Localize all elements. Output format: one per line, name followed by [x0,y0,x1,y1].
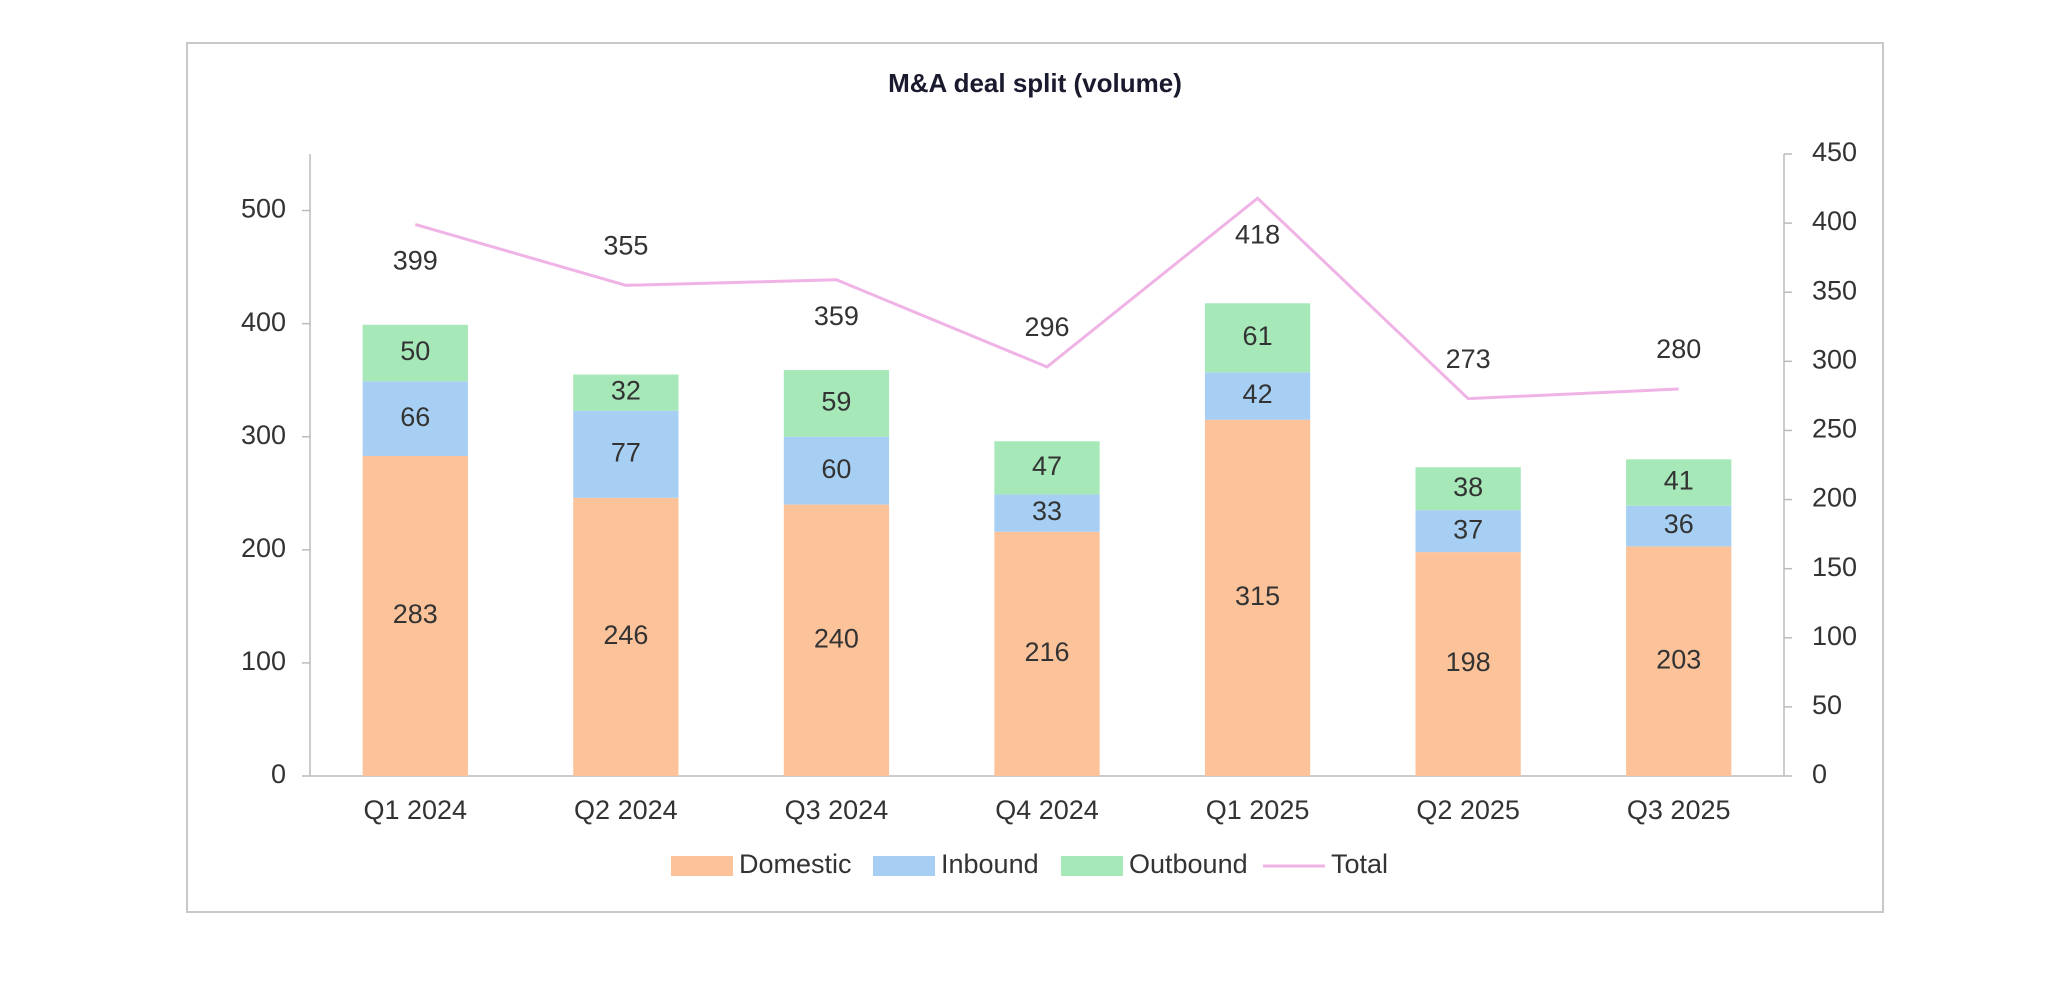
legend-label: Outbound [1129,849,1248,879]
data-label: 399 [393,246,438,276]
data-label: 41 [1664,466,1694,496]
bar-segment [1204,419,1311,776]
legend-swatch [1061,856,1123,876]
y2-tick-label: 450 [1812,137,1857,167]
bar-segment [362,381,468,456]
data-label: 198 [1446,647,1491,677]
legend-swatch [671,856,733,876]
x-tick-label: Q1 2024 [363,795,467,825]
bar-segment [1415,467,1521,511]
x-tick-label: Q1 2025 [1206,795,1310,825]
data-label: 32 [611,376,641,406]
data-label: 359 [814,301,859,331]
data-label: 47 [1032,451,1062,481]
y2-tick-label: 350 [1812,275,1857,305]
line [414,196,1679,401]
data-label: 203 [1656,644,1701,674]
data-label: 273 [1446,344,1491,374]
legend-label: Inbound [941,849,1039,879]
y2-tick-label: 300 [1812,344,1857,374]
data-label: 280 [1656,334,1701,364]
bar-segment [573,374,679,411]
bar-segment [362,324,468,382]
legend-swatch [873,856,935,876]
data-label: 296 [1024,312,1069,342]
bar-segment [994,441,1100,495]
legend-label: Domestic [739,849,852,879]
data-label: 60 [821,454,851,484]
y-tick-label: 200 [241,533,286,563]
bar-segment [994,531,1100,776]
y2-tick-label: 200 [1812,483,1857,513]
data-label: 37 [1453,514,1483,544]
legend-label: Total [1331,849,1388,879]
data-label: 315 [1235,581,1280,611]
bar-segment [1415,510,1521,553]
y2-tick-label: 50 [1812,690,1842,720]
y-tick-label: 0 [271,759,286,789]
y2-tick-label: 0 [1812,759,1827,789]
bar-segment [1204,372,1311,420]
chart-title: M&A deal split (volume) [888,68,1182,98]
bar-segment [1626,459,1732,506]
bar-segment [783,436,890,505]
data-label: 418 [1235,219,1280,249]
y2-tick-label: 400 [1812,206,1857,236]
data-label: 216 [1024,637,1069,667]
data-label: 283 [393,599,438,629]
y2-tick-label: 250 [1812,414,1857,444]
data-label: 38 [1453,472,1483,502]
bar-segment [1626,546,1732,776]
x-tick-label: Q3 2025 [1627,795,1731,825]
data-label: 59 [821,386,851,416]
x-tick-label: Q2 2025 [1416,795,1520,825]
y-tick-label: 300 [241,420,286,450]
data-label: 246 [603,620,648,650]
x-tick-label: Q3 2024 [785,795,889,825]
x-tick-label: Q4 2024 [995,795,1099,825]
data-label: 50 [400,336,430,366]
bar-segment [1626,505,1732,547]
data-label: 355 [603,230,648,260]
data-label: 36 [1664,509,1694,539]
data-label: 77 [611,437,641,467]
data-label: 66 [400,402,430,432]
bar-segment [783,370,890,437]
y-tick-label: 400 [241,307,286,337]
data-label: 42 [1243,379,1273,409]
bar-segment [1204,303,1311,373]
bar-segment [783,504,890,776]
y-tick-label: 500 [241,194,286,224]
bar-segment [994,494,1100,532]
bar-segment [362,455,468,776]
y2-tick-label: 150 [1812,552,1857,582]
x-tick-label: Q2 2024 [574,795,678,825]
data-label: 240 [814,623,859,653]
y-tick-label: 100 [241,646,286,676]
data-label: 33 [1032,496,1062,526]
y2-tick-label: 100 [1812,621,1857,651]
bar-segment [573,410,679,498]
data-label: 61 [1243,321,1273,351]
bar-segment [1415,552,1521,776]
bar-segment [573,497,679,776]
